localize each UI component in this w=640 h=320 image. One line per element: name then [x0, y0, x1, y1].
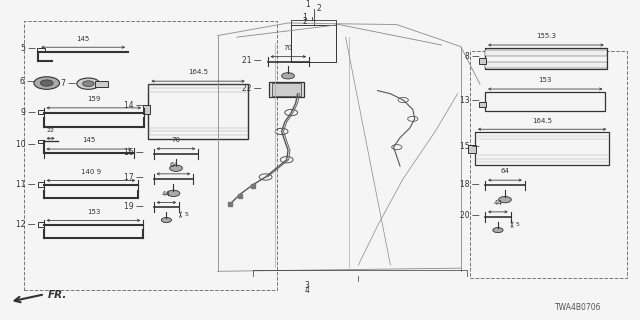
Circle shape — [167, 190, 180, 196]
Text: 3: 3 — [305, 281, 310, 290]
Text: 153: 153 — [539, 77, 552, 83]
Text: 145: 145 — [77, 36, 90, 42]
Text: 11 —: 11 — — [17, 180, 36, 189]
Text: 6 —: 6 — — [20, 77, 35, 86]
Bar — [479, 58, 486, 64]
Text: FR.: FR. — [48, 291, 67, 300]
Bar — [485, 48, 607, 68]
Text: 5: 5 — [184, 212, 188, 217]
Text: 140 9: 140 9 — [81, 169, 101, 175]
Text: 17 —: 17 — — [124, 173, 144, 182]
Circle shape — [34, 77, 60, 89]
Text: 2: 2 — [317, 4, 321, 13]
Text: 14 —: 14 — — [124, 101, 143, 110]
Text: 64: 64 — [500, 169, 509, 174]
Text: 4: 4 — [305, 286, 310, 295]
Text: 44: 44 — [493, 200, 502, 206]
Text: 5 —: 5 — — [21, 44, 36, 53]
Bar — [475, 132, 609, 165]
Text: 21 —: 21 — — [242, 56, 261, 65]
Circle shape — [83, 81, 94, 86]
Text: 44: 44 — [162, 191, 171, 197]
Circle shape — [170, 165, 182, 171]
Text: 16 —: 16 — — [124, 148, 144, 157]
Text: 1: 1 — [302, 12, 307, 21]
Text: TWA4B0706: TWA4B0706 — [555, 303, 602, 312]
Text: 164.5: 164.5 — [532, 117, 552, 124]
Circle shape — [40, 80, 53, 86]
Bar — [38, 182, 44, 187]
Bar — [479, 101, 486, 107]
Text: 22: 22 — [47, 128, 54, 133]
Text: 12 —: 12 — — [17, 220, 36, 229]
Text: 22 —: 22 — — [242, 84, 261, 92]
Bar — [291, 25, 336, 62]
Bar — [38, 222, 44, 227]
Text: 70: 70 — [284, 45, 293, 51]
Bar — [468, 145, 476, 153]
Text: 2: 2 — [302, 17, 307, 26]
Bar — [148, 84, 248, 139]
Text: 10 —: 10 — — [16, 140, 36, 148]
Bar — [485, 62, 607, 68]
Text: 64: 64 — [169, 162, 178, 168]
Circle shape — [77, 78, 100, 89]
Bar — [143, 105, 150, 114]
Text: 19 —: 19 — — [124, 202, 144, 211]
Text: 153: 153 — [87, 209, 100, 215]
Bar — [95, 81, 108, 87]
Text: 1: 1 — [306, 0, 310, 9]
Bar — [485, 50, 607, 56]
Bar — [485, 92, 605, 111]
Circle shape — [499, 196, 511, 203]
Text: 8 —: 8 — — [465, 52, 480, 60]
Text: 145: 145 — [83, 137, 95, 143]
Bar — [272, 83, 301, 96]
Circle shape — [282, 73, 294, 79]
Bar — [38, 110, 44, 115]
Bar — [38, 140, 44, 143]
Text: 7 —: 7 — — [61, 79, 76, 88]
Text: 159: 159 — [87, 96, 100, 102]
Text: 9 —: 9 — — [21, 108, 36, 117]
Text: 15 —: 15 — — [460, 142, 480, 151]
Text: 164.5: 164.5 — [188, 69, 208, 76]
Circle shape — [493, 228, 503, 233]
Text: 20 —: 20 — — [460, 211, 480, 220]
Text: 155.3: 155.3 — [536, 33, 556, 39]
Text: 70: 70 — [172, 137, 180, 143]
Bar — [37, 48, 45, 51]
Bar — [269, 82, 304, 97]
Text: 13 —: 13 — — [460, 96, 480, 105]
Text: 18 —: 18 — — [461, 180, 480, 189]
Text: 5: 5 — [516, 222, 520, 227]
Circle shape — [161, 218, 172, 223]
